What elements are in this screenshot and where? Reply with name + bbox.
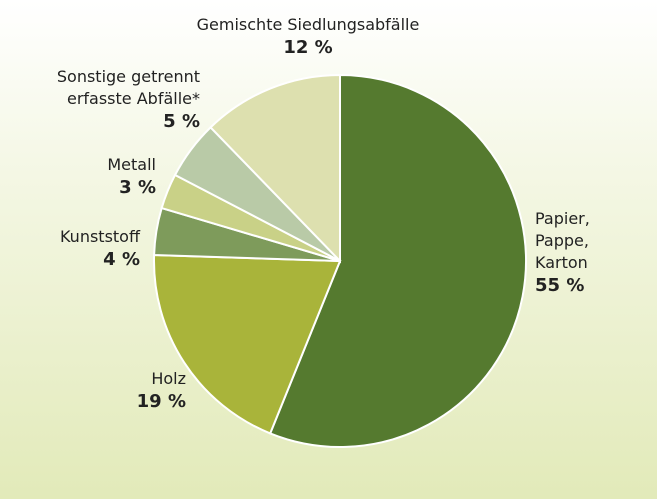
category-label: Gemischte Siedlungsabfälle (196, 15, 420, 34)
slice-label: Holz 19 % (60, 368, 186, 414)
value-label: 4 % (103, 249, 140, 270)
value-label: 12 % (283, 37, 333, 58)
category-label: Papier, Pappe, Karton (535, 209, 590, 272)
slice-label: Sonstige getrennt erfasste Abfälle* 5 % (10, 66, 200, 134)
slice-label: Kunststoff 4 % (0, 226, 140, 272)
category-label: Kunststoff (59, 227, 140, 246)
slice-label: Gemischte Siedlungsabfälle 12 % (160, 14, 456, 60)
category-label: Metall (107, 155, 156, 174)
value-label: 19 % (136, 391, 186, 412)
category-label: Sonstige getrennt erfasste Abfälle* (56, 67, 200, 108)
pie-slice (209, 73, 341, 264)
value-label: 5 % (163, 111, 200, 132)
pie-slice (268, 73, 527, 448)
slice-label: Metall 3 % (0, 154, 156, 200)
pie-slice (153, 254, 342, 435)
value-label: 3 % (119, 177, 156, 198)
value-label: 55 % (535, 275, 585, 296)
category-label: Holz (151, 369, 186, 388)
slice-label: Papier, Pappe, Karton 55 % (535, 208, 625, 298)
